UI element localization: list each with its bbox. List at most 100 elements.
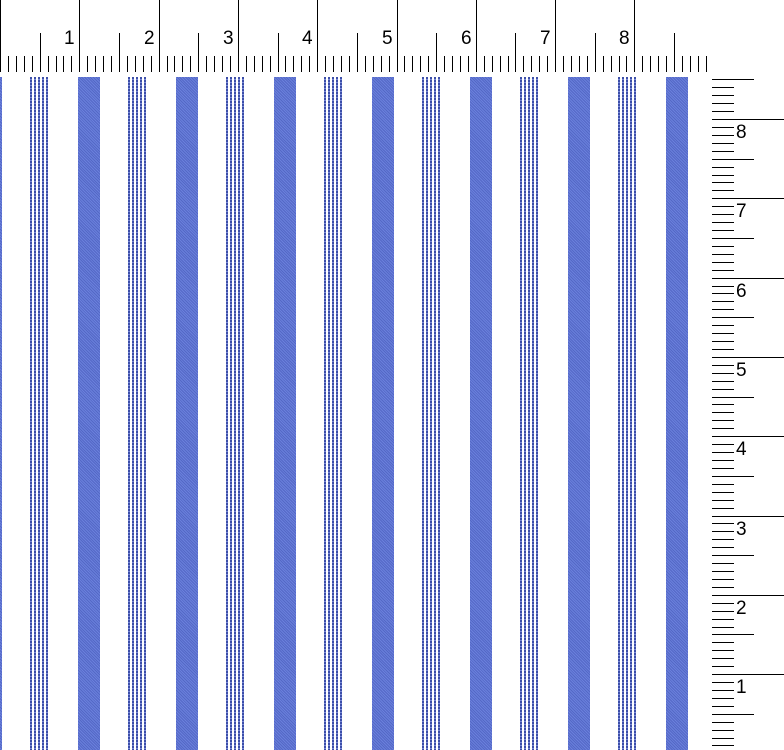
minor-tick: [603, 56, 604, 72]
minor-tick: [712, 190, 734, 191]
half-tick: [357, 33, 358, 72]
minor-tick: [547, 56, 548, 72]
minor-tick: [712, 412, 734, 413]
minor-tick: [270, 56, 271, 72]
minor-tick: [712, 658, 734, 659]
ruler-label: 7: [540, 28, 551, 49]
minor-tick: [712, 182, 734, 183]
minor-tick: [309, 56, 310, 72]
minor-tick: [333, 56, 334, 72]
minor-tick: [492, 56, 493, 72]
minor-tick: [712, 254, 734, 255]
pin-stripe: [618, 77, 620, 750]
ruler-label: 2: [144, 28, 155, 49]
ruler-label: 6: [461, 28, 472, 49]
ruler-label: 4: [302, 28, 313, 49]
minor-tick: [712, 404, 734, 405]
minor-tick: [712, 286, 734, 287]
minor-tick: [712, 381, 734, 382]
minor-tick: [712, 452, 734, 453]
minor-tick: [571, 56, 572, 72]
major-tick: [159, 0, 160, 72]
pin-stripe: [528, 77, 530, 750]
ruler-label: 3: [223, 28, 234, 49]
minor-tick: [712, 579, 734, 580]
pin-stripe: [230, 77, 232, 750]
minor-tick: [666, 56, 667, 72]
minor-tick: [8, 56, 9, 72]
minor-tick: [626, 56, 627, 72]
minor-tick: [151, 56, 152, 72]
solid-stripe: [470, 77, 492, 750]
half-tick: [515, 33, 516, 72]
minor-tick: [712, 167, 734, 168]
solid-stripe: [372, 77, 394, 750]
minor-tick: [650, 56, 651, 72]
minor-tick: [712, 508, 734, 509]
major-tick: [476, 0, 477, 72]
major-tick: [634, 0, 635, 72]
minor-tick: [500, 56, 501, 72]
major-tick: [79, 0, 80, 72]
half-tick: [712, 634, 754, 635]
minor-tick: [611, 56, 612, 72]
minor-tick: [712, 222, 734, 223]
minor-tick: [32, 56, 33, 72]
pin-stripe: [630, 77, 632, 750]
pin-stripe: [328, 77, 330, 750]
pin-stripe: [430, 77, 432, 750]
half-tick: [436, 33, 437, 72]
major-tick: [317, 0, 318, 72]
minor-tick: [712, 428, 734, 429]
ruler-label: 8: [619, 28, 630, 49]
ruler-label: 4: [736, 439, 747, 460]
major-tick: [712, 119, 784, 120]
half-tick: [119, 33, 120, 72]
minor-tick: [712, 563, 734, 564]
minor-tick: [712, 539, 734, 540]
pin-stripe: [38, 77, 40, 750]
minor-tick: [301, 56, 302, 72]
minor-tick: [63, 56, 64, 72]
minor-tick: [452, 56, 453, 72]
minor-tick: [230, 56, 231, 72]
minor-tick: [563, 56, 564, 72]
minor-tick: [712, 301, 734, 302]
minor-tick: [349, 56, 350, 72]
minor-tick: [712, 373, 734, 374]
minor-tick: [712, 103, 734, 104]
minor-tick: [87, 56, 88, 72]
major-tick: [712, 278, 784, 279]
minor-tick: [682, 56, 683, 72]
fabric-pattern-canvas[interactable]: [0, 77, 710, 750]
ruler-label: 5: [736, 360, 747, 381]
minor-tick: [190, 56, 191, 72]
minor-tick: [214, 56, 215, 72]
major-tick: [712, 595, 784, 596]
pin-stripe: [434, 77, 436, 750]
minor-tick: [712, 127, 734, 128]
pin-stripe: [238, 77, 240, 750]
minor-tick: [712, 95, 734, 96]
half-tick: [712, 238, 754, 239]
major-tick: [238, 0, 239, 72]
minor-tick: [712, 627, 734, 628]
half-tick: [712, 79, 754, 80]
minor-tick: [127, 56, 128, 72]
pin-stripe: [324, 77, 326, 750]
major-tick: [712, 198, 784, 199]
pin-stripe: [30, 77, 32, 750]
minor-tick: [484, 56, 485, 72]
major-tick: [397, 0, 398, 72]
half-tick: [712, 555, 754, 556]
pin-stripe: [234, 77, 236, 750]
pin-stripe: [42, 77, 44, 750]
solid-stripe: [666, 77, 688, 750]
minor-tick: [712, 270, 734, 271]
minor-tick: [712, 341, 734, 342]
minor-tick: [712, 531, 734, 532]
ruler-label: 1: [736, 677, 747, 698]
minor-tick: [712, 523, 734, 524]
minor-tick: [712, 325, 734, 326]
minor-tick: [182, 56, 183, 72]
